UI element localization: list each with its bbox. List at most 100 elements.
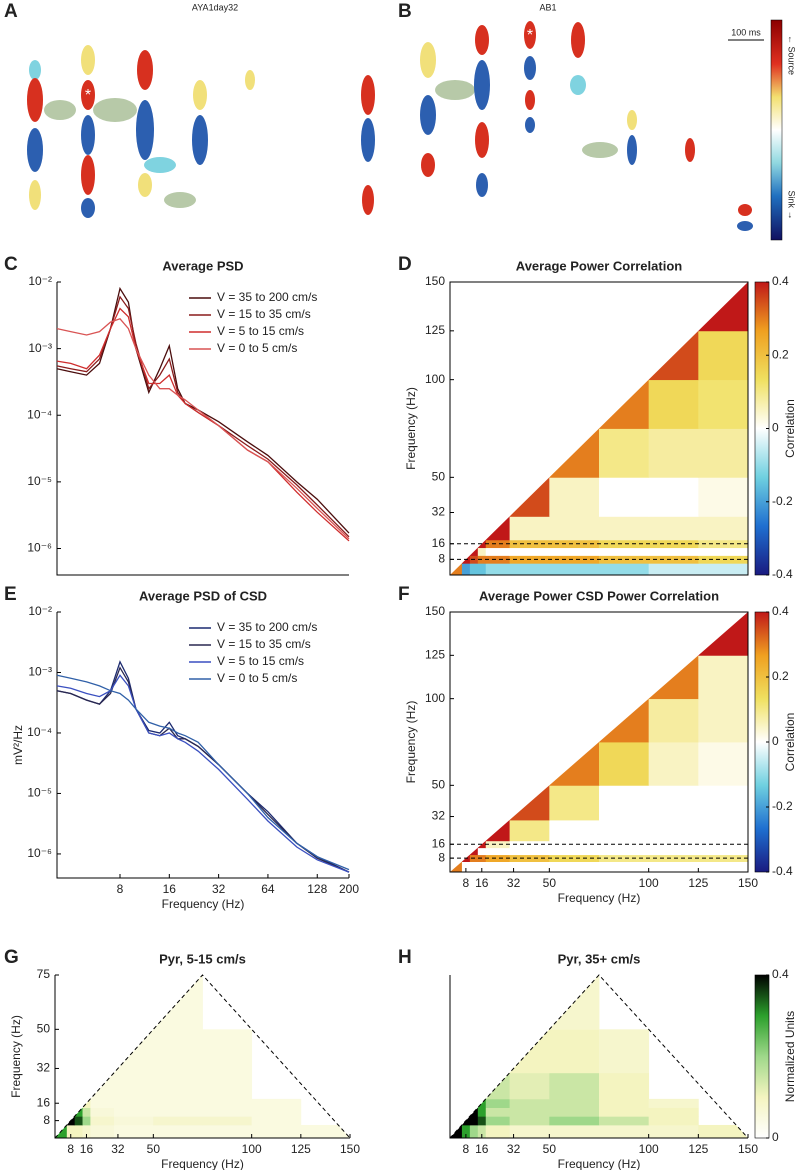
colorbar-tick-label: 0.4	[772, 274, 789, 288]
y-tick-label: 16	[37, 1095, 51, 1109]
cell	[698, 1124, 748, 1138]
cell	[549, 1107, 600, 1117]
cell	[698, 330, 748, 381]
cell	[549, 854, 600, 862]
csd-blob	[524, 21, 536, 49]
cell	[477, 1124, 487, 1138]
y-tick-label: 8	[438, 552, 445, 566]
csd-blob	[138, 173, 152, 197]
csd-blob	[685, 138, 695, 162]
outline	[54, 974, 351, 1139]
x-tick-label: 150	[340, 1142, 360, 1156]
cell	[485, 516, 510, 541]
csd-blob	[420, 42, 436, 78]
cell	[202, 1116, 253, 1126]
x-tick-label: 100	[639, 1142, 659, 1156]
cell	[648, 847, 699, 856]
y-tick-label: 8	[43, 1113, 50, 1127]
cell	[648, 555, 699, 564]
csd-image-a: A AYA1day32 *	[4, 1, 255, 218]
cell	[599, 785, 650, 821]
scale-label: 100 ms	[731, 27, 761, 37]
csd-blob	[570, 75, 586, 95]
y-tick-label: 10⁻⁶	[27, 846, 52, 860]
y-tick-label: 10⁻⁴	[27, 725, 52, 739]
colorbar-label: ← Source	[787, 35, 797, 75]
csd-blob	[524, 56, 536, 80]
cell	[202, 1072, 253, 1100]
cell	[549, 840, 600, 849]
cell	[698, 612, 748, 656]
cell	[648, 379, 699, 429]
cell	[648, 516, 699, 541]
heatmap	[450, 612, 748, 872]
colorbar-tick-label: -0.2	[772, 799, 793, 813]
cell	[202, 1124, 253, 1138]
cell	[599, 1116, 650, 1126]
series-line	[56, 307, 350, 542]
cell	[90, 1124, 115, 1138]
y-tick-label: 32	[432, 505, 446, 519]
panel-label: G	[4, 947, 19, 968]
csd-blob	[29, 180, 41, 210]
y-tick-label: 125	[425, 323, 445, 337]
cell	[648, 820, 699, 842]
cell	[599, 861, 650, 872]
colorbar-tick-label: -0.2	[772, 494, 793, 508]
panel-label: F	[398, 584, 410, 605]
y-tick-label: 10⁻⁵	[27, 474, 52, 488]
x-tick-label: 16	[475, 1142, 489, 1156]
y-tick-label: 50	[432, 470, 446, 484]
cell	[202, 1107, 253, 1117]
x-tick-label: 8	[67, 1142, 74, 1156]
colorbar-tick-label: 0.4	[772, 604, 789, 618]
y-tick-label: 32	[432, 809, 446, 823]
cell	[599, 742, 650, 786]
colorbar-tick-label: 0	[772, 421, 779, 435]
csd-blob	[144, 157, 176, 173]
cell	[648, 1107, 699, 1117]
x-tick-label: 64	[261, 882, 275, 896]
cell	[599, 1098, 650, 1108]
csd-blob	[420, 95, 436, 135]
legend-label: V = 5 to 15 cm/s	[217, 324, 304, 338]
series-line	[56, 666, 350, 873]
legend-label: V = 0 to 5 cm/s	[217, 671, 297, 685]
csd-blob	[81, 80, 95, 110]
series-line	[56, 318, 350, 540]
x-tick-label: 16	[163, 882, 177, 896]
cell	[461, 861, 471, 872]
y-tick-label: 150	[425, 274, 445, 288]
cell	[698, 861, 748, 872]
cell	[549, 785, 600, 821]
y-tick-label: 10⁻²	[28, 604, 52, 618]
colorbar-tick-label: -0.4	[772, 864, 793, 878]
cell	[698, 847, 748, 856]
cell	[469, 1116, 479, 1126]
cell	[461, 563, 471, 575]
cell	[648, 785, 699, 821]
cell	[599, 555, 650, 564]
cell	[485, 1116, 510, 1126]
cell	[477, 847, 487, 856]
cell	[549, 428, 600, 478]
cell	[469, 563, 479, 575]
marker: *	[85, 87, 91, 104]
cell	[698, 698, 748, 743]
marker: *	[527, 27, 533, 44]
cell	[485, 539, 510, 549]
legend-label: V = 15 to 35 cm/s	[217, 637, 311, 651]
colorbar-tick-label: -0.4	[772, 567, 793, 581]
csd-blob	[136, 100, 154, 160]
x-axis-label: Frequency (Hz)	[161, 1157, 244, 1170]
y-tick-label: 150	[425, 604, 445, 618]
cell	[698, 785, 748, 821]
cell	[509, 1029, 550, 1074]
cell	[599, 379, 650, 429]
axes	[56, 282, 349, 576]
cell	[549, 847, 600, 856]
cell	[485, 820, 510, 842]
colorbar-label: Correlation	[783, 713, 797, 772]
csd-blob	[525, 90, 535, 110]
